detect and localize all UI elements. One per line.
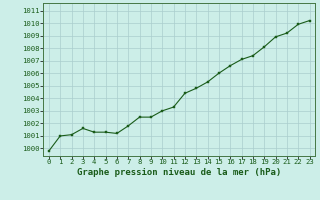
X-axis label: Graphe pression niveau de la mer (hPa): Graphe pression niveau de la mer (hPa) <box>77 168 281 177</box>
